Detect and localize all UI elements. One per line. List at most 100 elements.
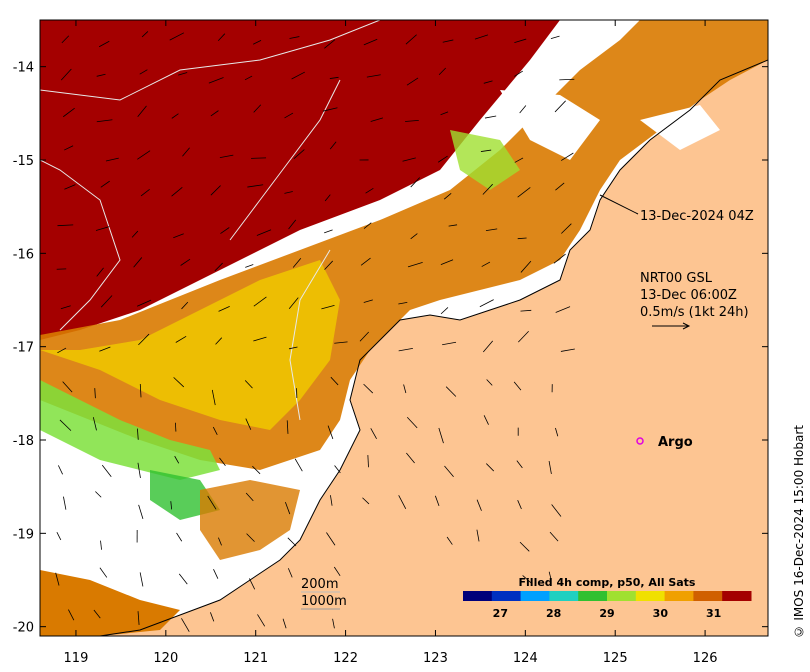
lon-axis: 119 120 121 122 123 124 125 126 xyxy=(64,20,718,666)
current-arrow xyxy=(133,257,143,268)
current-arrow xyxy=(434,495,440,507)
colorbar-title: Filled 4h comp, p50, All Sats xyxy=(519,576,696,589)
current-arrow xyxy=(219,457,226,466)
current-arrow xyxy=(446,536,453,545)
current-arrow xyxy=(105,157,119,162)
current-arrow xyxy=(253,336,267,342)
current-arrow xyxy=(218,305,230,312)
current-arrow xyxy=(244,380,253,389)
current-arrow xyxy=(100,180,110,188)
current-arrow xyxy=(218,537,222,546)
current-arrow xyxy=(137,611,140,625)
current-arrow xyxy=(440,259,454,265)
isobath-200m-2 xyxy=(289,249,331,421)
current-arrow xyxy=(285,502,291,515)
current-arrow xyxy=(68,609,75,621)
current-arrow xyxy=(330,495,333,506)
current-arrow xyxy=(437,155,448,163)
current-arrow xyxy=(484,115,497,119)
colorbar-segment xyxy=(549,591,579,601)
current-arrow xyxy=(171,187,183,197)
current-arrow xyxy=(95,226,110,231)
lon-tick-label: 123 xyxy=(423,651,448,666)
current-arrow xyxy=(139,69,148,75)
current-arrow xyxy=(291,71,306,80)
current-arrow xyxy=(96,267,104,277)
current-arrow xyxy=(398,301,408,305)
current-arrow xyxy=(284,191,293,194)
current-arrow xyxy=(363,38,378,46)
current-arrow xyxy=(322,107,338,112)
current-arrow xyxy=(442,341,457,346)
current-arrow xyxy=(173,377,185,388)
current-arrow xyxy=(253,40,262,45)
current-arrow xyxy=(370,117,384,122)
current-arrow xyxy=(181,618,190,632)
current-arrow xyxy=(440,307,449,315)
colorbar-tick-label: 28 xyxy=(546,607,561,620)
current-arrow xyxy=(514,157,524,163)
current-arrow xyxy=(561,152,574,161)
colorbar xyxy=(463,591,752,601)
current-arrow xyxy=(60,68,72,81)
current-arrow xyxy=(330,376,339,386)
current-arrow xyxy=(553,253,566,264)
isobath-label-1000m: 1000m xyxy=(301,594,347,609)
current-arrow xyxy=(561,223,572,234)
plot-frame xyxy=(39,19,769,637)
colorbar-segment xyxy=(664,591,694,601)
current-arrow xyxy=(555,182,565,191)
current-arrow xyxy=(210,612,215,622)
current-arrow xyxy=(56,531,62,541)
current-arrow xyxy=(359,331,370,342)
current-arrow xyxy=(367,455,369,468)
current-arrow xyxy=(96,73,106,77)
current-arrow xyxy=(321,304,335,310)
current-arrow xyxy=(212,426,218,436)
credit-label: © IMOS 16-Dec-2024 15:00 Hobart xyxy=(792,424,806,638)
current-arrow xyxy=(329,76,339,79)
time-label: 13-Dec-2024 04Z xyxy=(640,209,754,224)
lon-tick-label: 126 xyxy=(693,651,718,666)
current-arrow xyxy=(289,36,300,39)
current-arrow xyxy=(141,31,149,38)
current-arrow xyxy=(288,219,297,230)
current-arrow xyxy=(178,573,188,585)
colorbar-segment xyxy=(578,591,608,601)
current-arrow xyxy=(137,462,141,479)
current-arrow xyxy=(64,184,76,190)
current-arrow xyxy=(245,418,252,430)
current-arrow xyxy=(440,111,449,116)
current-arrow xyxy=(59,419,72,431)
current-arrow xyxy=(516,460,523,469)
current-arrow xyxy=(476,529,480,542)
current-arrow xyxy=(474,34,489,40)
current-arrow xyxy=(410,177,420,188)
colorbar-segment xyxy=(520,591,550,601)
current-arrow xyxy=(137,105,147,118)
current-arrow xyxy=(329,141,337,150)
current-arrow xyxy=(210,110,219,117)
lat-tick-label: -15 xyxy=(13,154,34,169)
current-arrow xyxy=(480,149,492,152)
current-arrow xyxy=(214,262,223,272)
isobath-200m xyxy=(40,20,381,101)
current-arrow xyxy=(136,299,152,307)
current-arrow xyxy=(448,224,458,227)
lat-tick-label: -18 xyxy=(13,434,34,449)
current-arrow xyxy=(292,258,302,268)
current-arrow xyxy=(407,261,423,268)
current-arrow xyxy=(518,331,529,343)
current-arrow xyxy=(245,492,254,502)
current-arrow xyxy=(517,187,531,198)
current-title: NRT00 GSL xyxy=(640,271,713,286)
current-arrow xyxy=(286,420,289,434)
current-arrow xyxy=(94,388,96,399)
lat-tick-label: -17 xyxy=(13,341,34,356)
current-arrow xyxy=(249,578,256,590)
lat-tick-label: -20 xyxy=(13,621,34,636)
current-arrow xyxy=(551,504,562,517)
current-arrow xyxy=(366,74,381,78)
colorbar-segment xyxy=(607,591,637,601)
current-arrow xyxy=(57,465,63,475)
